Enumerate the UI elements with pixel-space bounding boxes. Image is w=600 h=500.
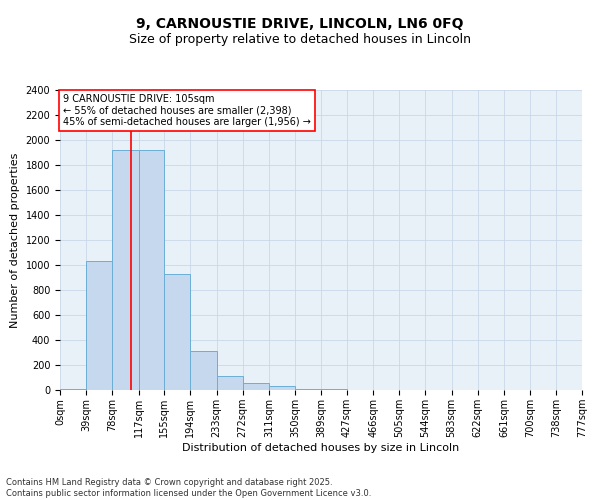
X-axis label: Distribution of detached houses by size in Lincoln: Distribution of detached houses by size … [182,442,460,452]
Text: 9 CARNOUSTIE DRIVE: 105sqm
← 55% of detached houses are smaller (2,398)
45% of s: 9 CARNOUSTIE DRIVE: 105sqm ← 55% of deta… [64,94,311,127]
Bar [295,389,322,390]
Text: 9, CARNOUSTIE DRIVE, LINCOLN, LN6 0FQ: 9, CARNOUSTIE DRIVE, LINCOLN, LN6 0FQ [136,18,464,32]
Bar [139,150,164,390]
Bar [190,351,217,390]
Y-axis label: Number of detached properties: Number of detached properties [10,152,20,328]
Bar [217,376,243,390]
Bar [243,382,269,390]
Bar [60,389,86,390]
Bar [86,261,112,390]
Bar [164,274,190,390]
Text: Size of property relative to detached houses in Lincoln: Size of property relative to detached ho… [129,32,471,46]
Bar [269,386,295,390]
Bar [112,150,139,390]
Text: Contains HM Land Registry data © Crown copyright and database right 2025.
Contai: Contains HM Land Registry data © Crown c… [6,478,371,498]
